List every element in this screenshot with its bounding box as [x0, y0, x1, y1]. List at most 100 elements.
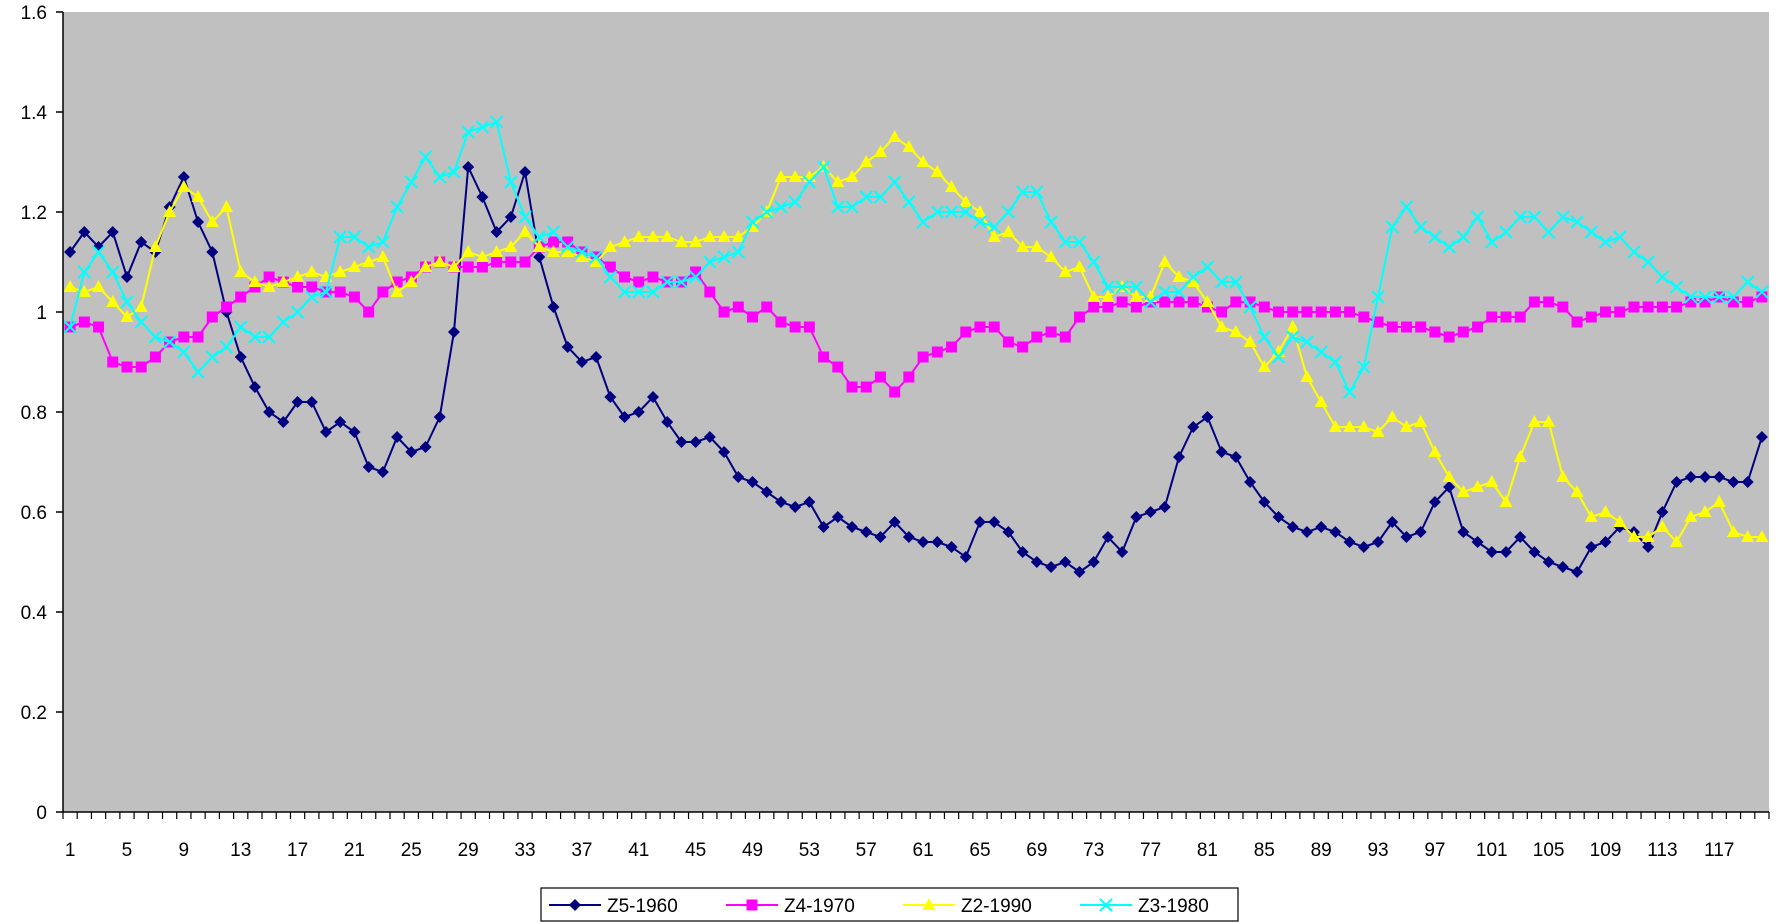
- data-point: [134, 315, 148, 329]
- data-point: [731, 245, 745, 259]
- data-point: [1357, 360, 1371, 374]
- data-point: [191, 365, 205, 379]
- data-point: [320, 426, 333, 438]
- data-point: [1130, 301, 1142, 313]
- data-point: [276, 315, 291, 329]
- data-point: [1499, 225, 1513, 239]
- data-point: [1386, 516, 1399, 528]
- data-point: [618, 235, 632, 247]
- data-point: [745, 215, 760, 229]
- data-point: [661, 416, 674, 428]
- data-point: [532, 240, 546, 252]
- legend-marker: [922, 898, 936, 910]
- data-point: [945, 180, 959, 192]
- data-point: [404, 275, 418, 287]
- data-point: [505, 256, 517, 268]
- data-point: [206, 246, 219, 258]
- data-point: [1329, 526, 1342, 538]
- data-point: [1102, 301, 1114, 313]
- data-point: [475, 250, 489, 262]
- data-point: [1328, 420, 1342, 432]
- data-point: [1472, 321, 1484, 333]
- data-point: [803, 496, 816, 508]
- data-point: [546, 245, 560, 257]
- data-point: [347, 260, 361, 272]
- data-point: [1300, 370, 1314, 382]
- data-point: [1514, 531, 1527, 543]
- data-point: [489, 115, 504, 129]
- data-point: [859, 155, 873, 167]
- data-point: [1342, 385, 1357, 399]
- data-point: [462, 261, 474, 273]
- data-point: [946, 341, 958, 353]
- data-point: [988, 516, 1001, 528]
- data-point: [704, 286, 716, 298]
- data-point: [860, 381, 872, 393]
- data-point: [1158, 285, 1172, 299]
- x-tick-label: 61: [913, 840, 934, 861]
- y-tick-label: 1: [36, 303, 47, 324]
- data-point: [1385, 220, 1399, 234]
- data-point: [1571, 316, 1583, 328]
- x-tick-label: 69: [1026, 840, 1047, 861]
- data-point: [547, 236, 559, 248]
- data-point: [1513, 210, 1527, 224]
- data-point: [519, 166, 532, 178]
- data-point: [1485, 235, 1499, 249]
- data-point: [1755, 530, 1769, 542]
- data-point: [1130, 511, 1143, 523]
- y-tick-label: 1.2: [21, 203, 47, 224]
- data-point: [1399, 200, 1414, 214]
- data-point: [1271, 350, 1286, 364]
- data-point: [789, 321, 801, 333]
- data-point: [532, 230, 546, 244]
- data-point: [888, 516, 901, 528]
- data-point: [490, 245, 504, 257]
- data-point: [305, 396, 318, 408]
- data-point: [747, 311, 759, 323]
- data-point: [1258, 301, 1270, 313]
- data-point: [987, 220, 1001, 234]
- data-point: [632, 230, 646, 242]
- data-point: [519, 256, 531, 268]
- data-point: [1287, 306, 1299, 318]
- data-point: [1641, 530, 1655, 542]
- data-point: [77, 265, 92, 279]
- data-point: [1713, 471, 1726, 483]
- data-point: [134, 300, 148, 312]
- data-point: [1001, 225, 1015, 237]
- data-point: [845, 170, 859, 182]
- data-point: [1570, 215, 1584, 229]
- data-point: [106, 295, 120, 307]
- data-point: [205, 350, 219, 364]
- data-point: [120, 271, 133, 283]
- data-point: [1641, 255, 1655, 269]
- data-point: [447, 165, 461, 179]
- data-point: [1527, 415, 1541, 427]
- data-point: [959, 205, 973, 219]
- legend: Z5-1960 Z4-1970 Z2-1990 Z3-1980: [540, 887, 1239, 922]
- data-point: [589, 250, 603, 264]
- legend-item: Z4-1970: [726, 896, 855, 917]
- legend-label: Z2-1990: [961, 896, 1032, 917]
- data-point: [1159, 296, 1171, 308]
- data-point: [1669, 280, 1684, 294]
- data-point: [930, 165, 944, 177]
- data-point: [1258, 496, 1271, 508]
- data-point: [433, 411, 446, 423]
- data-point: [121, 361, 133, 373]
- data-point: [1442, 470, 1456, 482]
- data-point: [1272, 511, 1285, 523]
- data-point: [633, 276, 645, 288]
- data-point: [1173, 451, 1186, 463]
- data-point: [292, 281, 304, 293]
- data-point: [603, 240, 617, 252]
- data-point: [646, 285, 660, 299]
- data-point: [1216, 306, 1228, 318]
- data-point: [1058, 235, 1072, 249]
- data-point: [617, 285, 632, 299]
- data-point: [1286, 521, 1299, 533]
- data-point: [974, 321, 986, 333]
- data-point: [162, 335, 177, 349]
- data-point: [1442, 240, 1456, 254]
